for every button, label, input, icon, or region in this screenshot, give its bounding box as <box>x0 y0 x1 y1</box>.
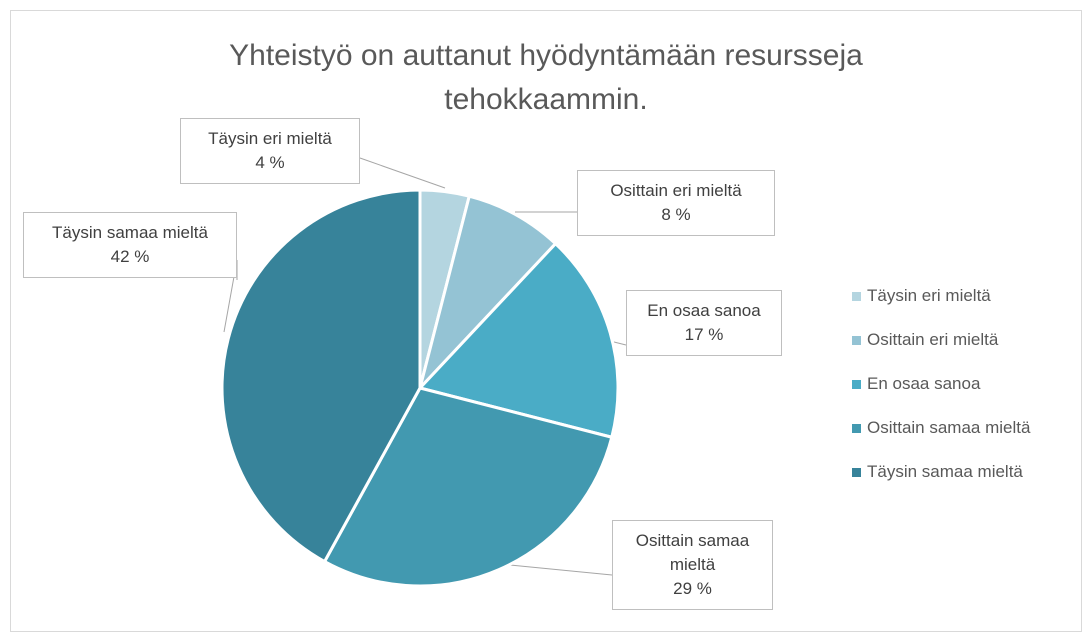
data-label-category: Osittain samaa mieltä <box>635 531 750 574</box>
legend-label: Täysin samaa mieltä <box>867 462 1023 481</box>
leader-lines <box>223 157 627 576</box>
pie-slice <box>418 194 558 390</box>
data-label-value: 4 % <box>255 153 285 172</box>
legend-item: Täysin eri mieltä <box>852 286 991 306</box>
legend-item: Täysin samaa mieltä <box>852 462 1023 482</box>
data-label: Osittain samaa mieltä 29 % <box>612 520 773 610</box>
legend-label: En osaa sanoa <box>867 374 981 393</box>
legend-swatch <box>852 423 861 433</box>
data-label: Täysin samaa mieltä 42 % <box>23 212 237 278</box>
data-label-value: 17 % <box>684 325 724 344</box>
legend-swatch <box>852 467 861 477</box>
legend-item: Osittain samaa mieltä <box>852 418 1030 438</box>
data-label-value: 42 % <box>110 247 150 266</box>
data-label: Osittain eri mieltä 8 % <box>577 170 775 236</box>
legend-swatch <box>852 335 861 345</box>
legend-item: En osaa sanoa <box>852 374 980 394</box>
data-label: En osaa sanoa 17 % <box>626 290 782 356</box>
legend-label: Täysin eri mieltä <box>867 286 991 305</box>
legend-label: Osittain eri mieltä <box>867 330 999 349</box>
legend-label: Osittain samaa mieltä <box>867 418 1031 437</box>
pie <box>220 188 620 588</box>
leader-line <box>509 564 613 576</box>
data-label: Täysin eri mieltä 4 % <box>180 118 360 184</box>
data-label-category: Täysin samaa mieltä <box>52 223 208 242</box>
pie-slice <box>417 241 620 440</box>
chart-title: Yhteistyö on auttanut hyödyntämään resur… <box>229 39 863 116</box>
leader-line <box>359 157 446 189</box>
pie-slice <box>220 188 422 564</box>
data-label-value: 29 % <box>673 579 712 598</box>
legend-swatch <box>852 291 861 301</box>
data-label-category: Osittain eri mieltä <box>610 181 742 200</box>
legend-swatch <box>852 379 861 389</box>
leader-line <box>223 259 238 333</box>
data-label-value: 8 % <box>661 205 691 224</box>
data-label-category: Täysin eri mieltä <box>208 129 332 148</box>
pie-slice <box>322 386 614 588</box>
data-label-category: En osaa sanoa <box>647 301 761 320</box>
legend-item: Osittain eri mieltä <box>852 330 998 350</box>
